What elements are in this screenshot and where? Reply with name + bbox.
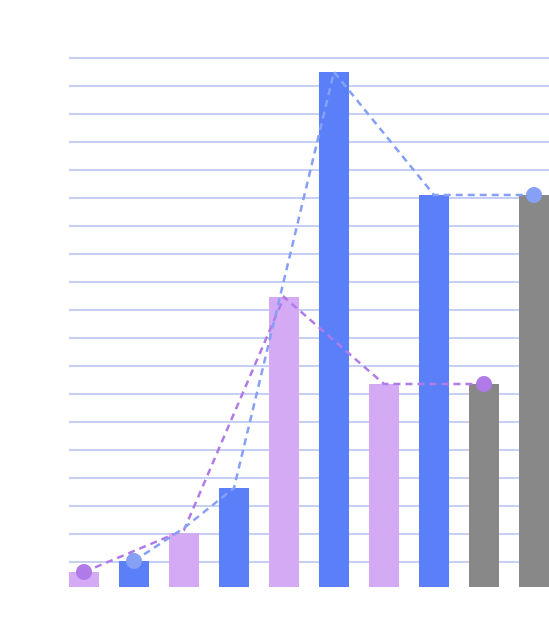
bar: [369, 384, 399, 587]
bar: [519, 195, 549, 587]
line-marker: [476, 376, 492, 392]
bar: [469, 384, 499, 587]
line-marker: [76, 564, 92, 580]
bar: [419, 195, 449, 587]
line-marker: [526, 187, 542, 203]
line-marker: [126, 553, 142, 569]
bar: [269, 297, 299, 587]
bar: [319, 72, 349, 587]
trend-line: [83, 294, 484, 574]
bar: [169, 533, 199, 587]
bar: [219, 488, 249, 587]
trend-line: [133, 69, 534, 563]
